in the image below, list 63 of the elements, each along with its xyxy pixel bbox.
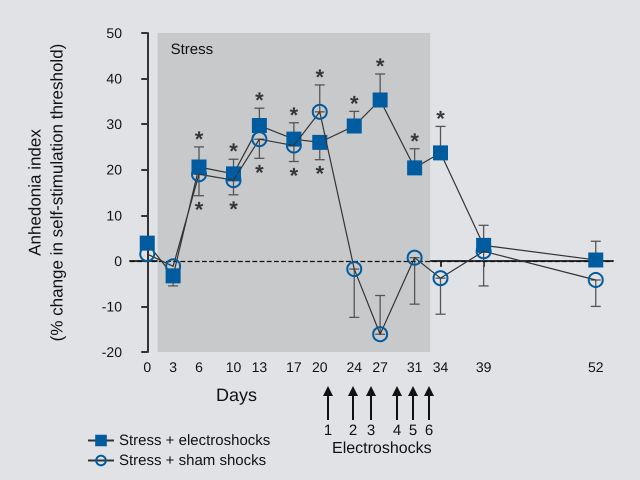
point (312, 104, 328, 120)
text: 2 (348, 422, 358, 439)
x-tick-label: 27 (372, 359, 388, 375)
point (226, 172, 242, 188)
x-tick-label: 24 (346, 359, 362, 375)
x-tick-label: 39 (476, 359, 492, 375)
text: 5 (408, 422, 418, 439)
point (588, 272, 604, 288)
y-tick-label: -10 (102, 298, 122, 314)
x-tick-label: 3 (169, 359, 178, 375)
point (346, 261, 362, 278)
legend-label: Stress + electroshocks (119, 432, 270, 449)
point (433, 145, 448, 160)
point (312, 134, 328, 150)
annotation: * (436, 106, 446, 131)
y-tick-label: 20 (106, 162, 122, 178)
annotation: * (290, 163, 299, 188)
annotation: * (255, 88, 264, 113)
x-tick-label: 52 (588, 359, 604, 375)
x-tick-label: 31 (406, 359, 423, 375)
point (251, 131, 268, 148)
point (432, 270, 448, 286)
annotation: * (410, 128, 420, 154)
annotation: * (350, 90, 359, 116)
band-label: Stress (170, 41, 214, 58)
x-tick-label: 13 (252, 359, 268, 375)
x-tick-label: 6 (195, 359, 204, 375)
annotation: * (229, 196, 238, 222)
y-tick-label: 40 (106, 70, 122, 87)
annotation: * (376, 54, 385, 79)
point (407, 160, 422, 176)
text: 4 (392, 422, 402, 439)
annotation: * (194, 126, 204, 152)
y-tick-label: 30 (106, 116, 122, 132)
x-tick-label: 20 (312, 359, 328, 375)
x-axis-title: Days (216, 385, 258, 405)
annotation: * (315, 161, 324, 186)
text: 6 (424, 422, 434, 439)
x-tick-label: 17 (286, 359, 302, 375)
y-axis-title: Anhedonia index (% change in self-stimulation threshold) (26, 44, 66, 342)
annotation: * (315, 64, 324, 90)
point (372, 326, 388, 342)
point (588, 252, 604, 268)
legend-label: Stress + sham shocks (119, 452, 266, 469)
point (286, 138, 302, 154)
text: 3 (366, 422, 376, 439)
text: Electroshocks (331, 440, 433, 458)
text: 1 (322, 422, 334, 439)
x-tick-label: 10 (226, 359, 242, 375)
x-tick-label: 0 (143, 359, 152, 375)
y-tick-label: 0 (114, 252, 122, 269)
x-tick-label: 34 (432, 359, 448, 375)
annotation: * (290, 102, 299, 128)
point (252, 118, 267, 134)
annotation: * (194, 197, 204, 222)
point (372, 92, 388, 108)
y-tick-label: -20 (102, 344, 122, 360)
y-tick-label: 10 (106, 207, 122, 224)
annotation: * (255, 160, 264, 185)
annotation: * (229, 138, 238, 164)
y-tick-label: 50 (106, 25, 122, 41)
point (406, 250, 423, 266)
point (346, 118, 362, 134)
